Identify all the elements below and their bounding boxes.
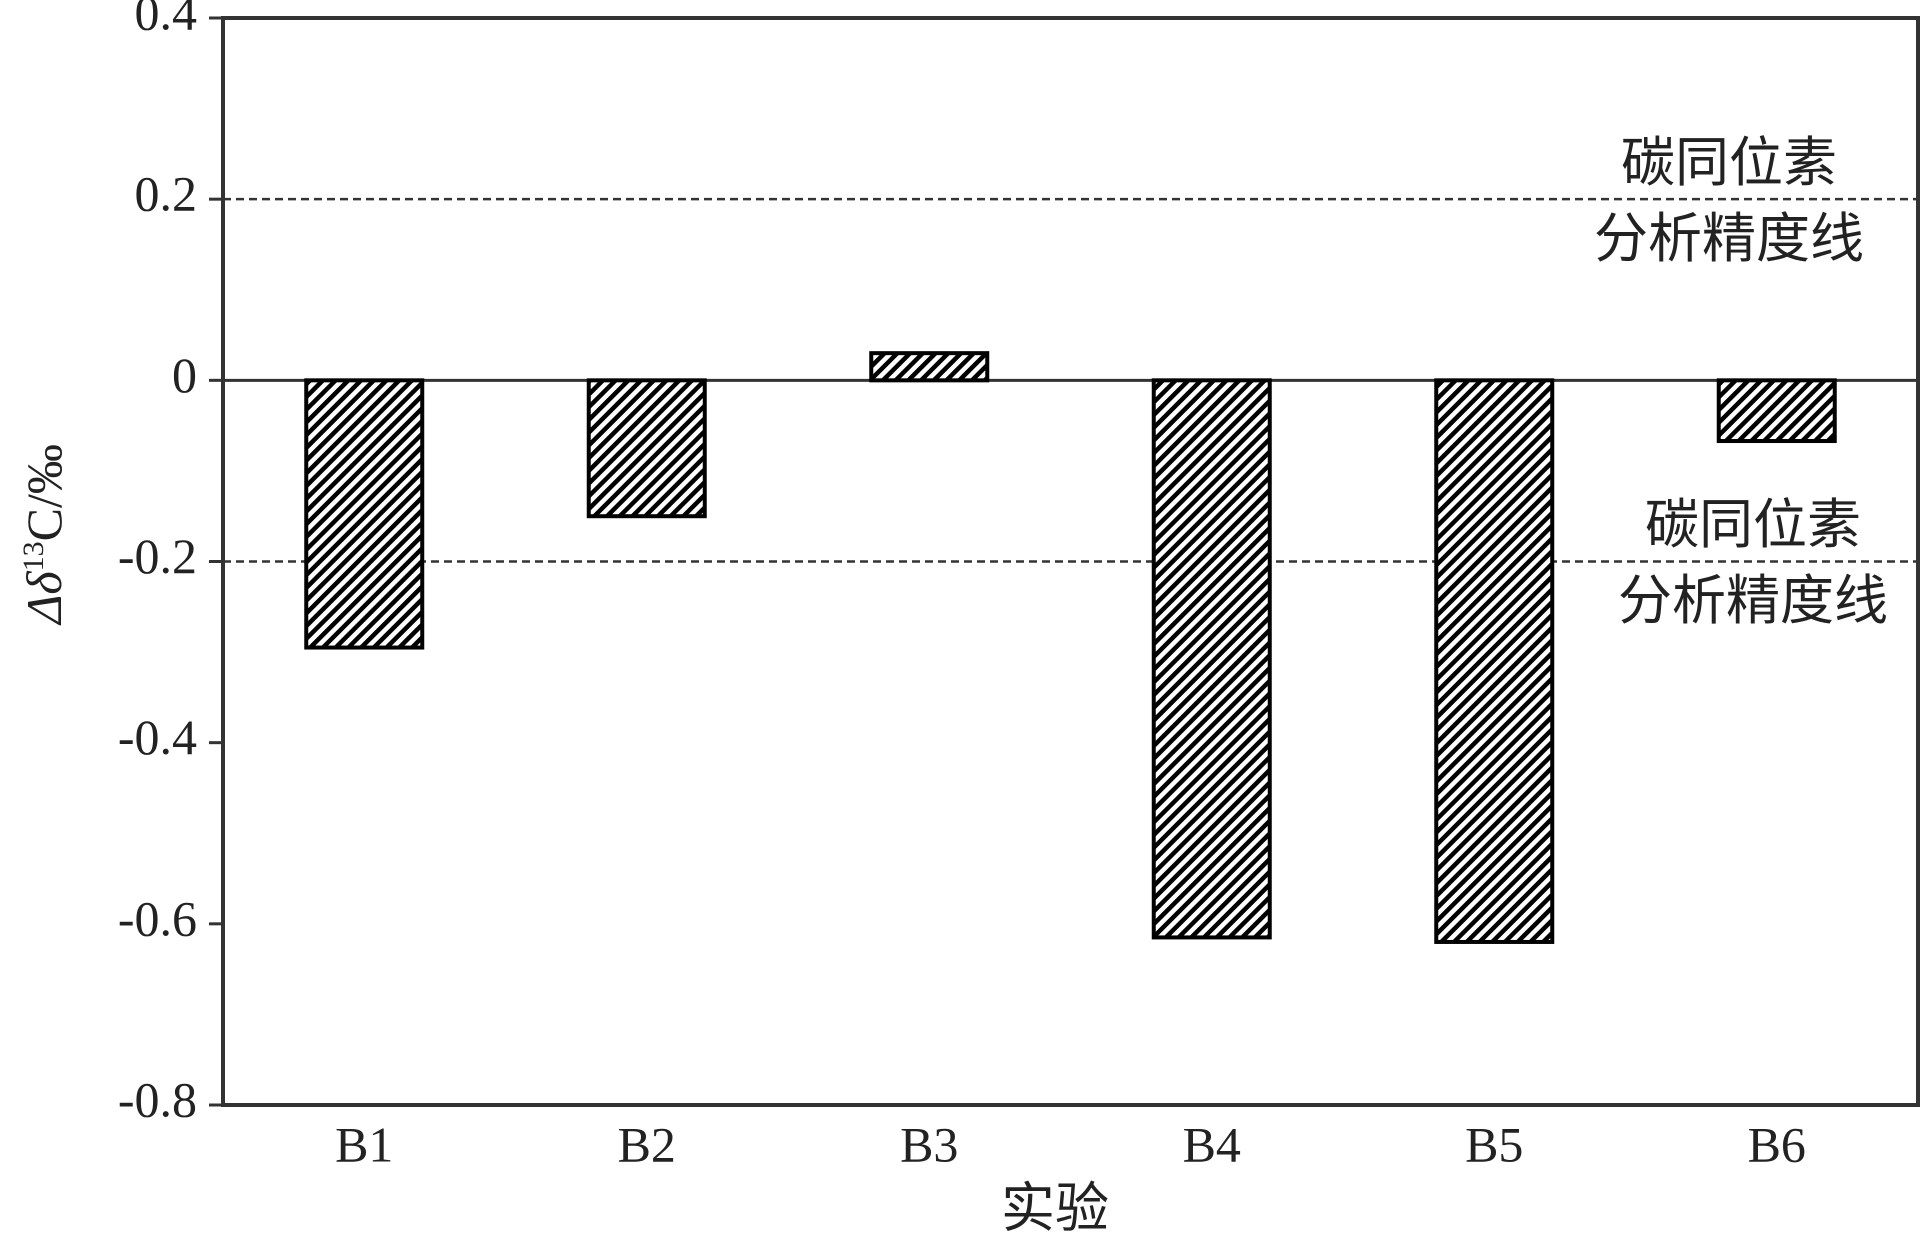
bar	[869, 351, 990, 383]
bar	[1434, 378, 1555, 944]
annotation: 分析精度线	[1618, 569, 1888, 632]
y-tick-label: 0.2	[135, 166, 198, 222]
y-tick-label: 0	[172, 347, 197, 403]
annotation: 分析精度线	[1594, 207, 1864, 270]
bar	[1151, 378, 1272, 940]
x-tick-label: B4	[1183, 1116, 1241, 1172]
x-tick-label: B6	[1748, 1116, 1806, 1172]
x-tick-label: B5	[1465, 1116, 1523, 1172]
bar	[304, 378, 425, 650]
y-tick-label: -0.2	[118, 528, 197, 584]
y-title-prefix: Δδ	[16, 571, 72, 626]
y-title-sup: 13	[17, 541, 50, 571]
x-tick-label: B3	[900, 1116, 958, 1172]
x-axis-title: 实验	[1001, 1177, 1109, 1240]
bar	[1716, 378, 1837, 444]
annotation: 碳同位素	[1645, 493, 1861, 556]
y-tick-label: -0.6	[118, 890, 197, 946]
y-axis-title: Δδ13C/‰	[16, 444, 72, 626]
annotation: 碳同位素	[1621, 131, 1837, 194]
y-tick-label: 0.4	[135, 0, 198, 40]
y-title-suffix: C/‰	[16, 444, 72, 541]
x-tick-label: B1	[335, 1116, 393, 1172]
y-tick-label: -0.4	[118, 709, 197, 765]
plot-frame	[221, 16, 1920, 1107]
x-tick-label: B2	[618, 1116, 676, 1172]
bar	[586, 378, 707, 519]
y-tick-label: -0.8	[118, 1071, 197, 1127]
